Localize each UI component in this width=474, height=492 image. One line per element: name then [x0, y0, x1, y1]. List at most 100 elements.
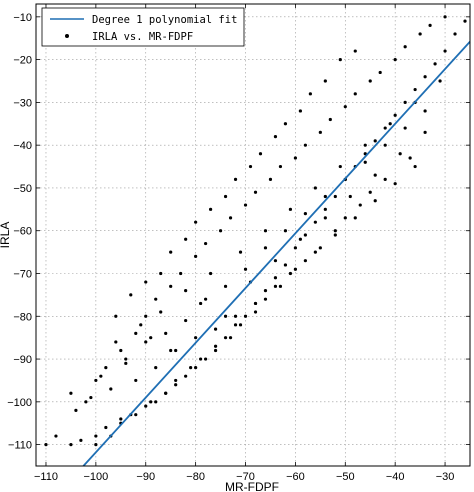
- y-tick-label: −30: [13, 97, 32, 109]
- data-point: [308, 92, 312, 96]
- data-point: [463, 19, 467, 23]
- data-point: [208, 207, 213, 211]
- data-point: [228, 336, 233, 340]
- data-point: [323, 194, 327, 199]
- data-point: [94, 434, 98, 438]
- data-point: [208, 271, 213, 276]
- data-point: [278, 164, 283, 169]
- data-point: [353, 216, 357, 220]
- data-point: [194, 336, 198, 340]
- data-point: [348, 194, 352, 199]
- data-point: [139, 323, 143, 327]
- data-point: [144, 280, 148, 284]
- data-point: [223, 194, 228, 199]
- data-point: [149, 400, 153, 404]
- data-point: [74, 408, 78, 412]
- legend-label-fit: Degree 1 polynomial fit: [92, 14, 237, 26]
- y-tick-label: −20: [13, 55, 32, 67]
- data-point: [428, 23, 432, 27]
- data-point: [408, 156, 412, 160]
- data-point: [298, 237, 302, 241]
- data-point: [268, 177, 273, 181]
- data-point: [213, 348, 218, 353]
- data-point: [398, 152, 402, 156]
- data-point: [288, 271, 293, 276]
- data-point: [273, 276, 278, 280]
- data-point: [303, 143, 307, 147]
- data-point: [134, 331, 138, 335]
- data-point: [104, 366, 108, 370]
- data-point: [204, 297, 208, 301]
- data-point: [89, 395, 93, 400]
- data-point: [333, 229, 337, 233]
- x-tick-label: −70: [236, 471, 255, 483]
- data-point: [169, 348, 173, 353]
- data-point: [353, 49, 357, 53]
- data-point: [273, 135, 278, 139]
- data-point: [373, 173, 377, 177]
- data-point: [69, 443, 73, 447]
- data-point: [169, 250, 173, 254]
- x-tick-label: −100: [83, 471, 108, 483]
- data-point: [213, 344, 218, 348]
- data-point: [323, 207, 327, 211]
- data-point: [154, 400, 158, 404]
- data-point: [433, 62, 437, 66]
- data-point: [199, 357, 203, 361]
- data-point: [119, 417, 123, 421]
- data-point: [323, 216, 327, 220]
- data-point: [134, 413, 138, 417]
- data-point: [373, 139, 377, 143]
- x-tick-label: −80: [186, 471, 205, 483]
- data-point: [223, 314, 228, 318]
- data-point: [243, 203, 248, 207]
- data-point: [144, 340, 148, 344]
- data-point: [253, 310, 258, 314]
- data-point: [174, 348, 178, 353]
- data-point: [298, 109, 302, 113]
- data-point: [318, 130, 322, 134]
- data-point: [353, 92, 357, 96]
- fit-line: [82, 41, 471, 467]
- data-point: [303, 212, 307, 216]
- data-point: [293, 267, 298, 271]
- data-point: [253, 190, 258, 194]
- data-point: [293, 246, 298, 250]
- data-point: [124, 361, 128, 365]
- data-point: [184, 289, 188, 293]
- y-ticks: −110 −100 −90 −80 −70 −60 −50 −40 −30 −20 −10: [7, 12, 470, 452]
- data-point: [99, 374, 103, 378]
- data-point: [443, 49, 447, 53]
- data-point: [54, 434, 58, 438]
- scatter-points: [44, 15, 467, 447]
- y-tick-label: −40: [13, 140, 32, 152]
- data-point: [199, 301, 203, 306]
- data-point: [164, 331, 168, 335]
- data-point: [393, 113, 397, 117]
- data-point: [223, 336, 228, 340]
- y-tick-label: −10: [13, 12, 32, 24]
- data-point: [388, 122, 392, 126]
- data-point: [144, 404, 148, 408]
- data-point: [159, 271, 163, 276]
- data-point: [453, 32, 457, 36]
- x-axis-label: MR-FDPF: [225, 480, 279, 492]
- data-point: [328, 117, 332, 122]
- data-point: [109, 387, 113, 391]
- data-point: [333, 194, 337, 199]
- data-point: [413, 87, 417, 92]
- legend-box: [41, 7, 245, 47]
- data-point: [204, 241, 208, 246]
- fit-line-layer: [82, 41, 471, 467]
- data-point: [44, 443, 48, 447]
- data-point: [154, 297, 158, 301]
- legend-label-scatter: IRLA vs. MR-FDPF: [92, 31, 193, 43]
- data-point: [323, 79, 327, 83]
- data-point: [243, 314, 248, 318]
- x-tick-label: −40: [386, 471, 405, 483]
- x-tick-label: −50: [336, 471, 355, 483]
- data-point: [223, 284, 228, 288]
- data-point: [368, 190, 372, 194]
- data-point: [303, 233, 307, 237]
